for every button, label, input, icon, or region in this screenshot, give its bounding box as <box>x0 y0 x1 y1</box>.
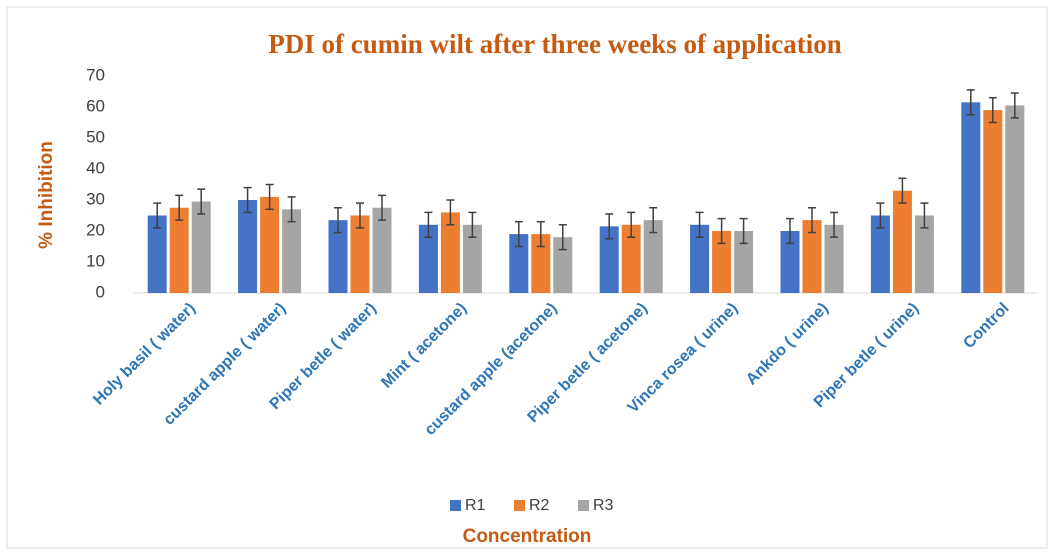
error-bar <box>265 183 274 211</box>
bar <box>328 220 348 293</box>
error-bar <box>356 202 364 229</box>
y-axis-title: % Inhibition <box>36 141 57 249</box>
bar <box>418 224 438 293</box>
y-tick-label: 30 <box>86 189 105 208</box>
error-bar <box>966 89 975 116</box>
y-tick-label: 70 <box>86 65 105 84</box>
bar <box>147 215 167 293</box>
bar <box>621 224 641 293</box>
bar <box>870 215 890 293</box>
bar <box>169 207 189 293</box>
error-bar <box>468 211 477 238</box>
bar <box>892 190 912 293</box>
bar <box>734 231 754 293</box>
legend-swatch <box>578 500 589 511</box>
error-bar <box>920 202 929 229</box>
error-bar <box>739 217 748 245</box>
bar <box>824 224 844 293</box>
bar <box>690 224 710 293</box>
error-bar <box>898 177 907 204</box>
error-bar <box>424 211 433 238</box>
bar <box>462 224 482 293</box>
bar <box>531 234 551 293</box>
error-bar <box>605 213 614 240</box>
y-tick-label: 40 <box>86 158 105 177</box>
error-bar <box>378 194 386 221</box>
legend-label: R2 <box>529 497 550 514</box>
error-bar <box>243 186 252 214</box>
y-tick-label: 20 <box>86 220 105 239</box>
error-bar <box>175 194 184 221</box>
bar <box>282 209 302 293</box>
bar <box>961 102 981 293</box>
bar <box>643 220 663 293</box>
legend-label: R1 <box>465 497 486 514</box>
bar <box>238 200 258 293</box>
bar <box>712 231 732 293</box>
error-bar <box>197 188 206 215</box>
y-tick-label: 50 <box>86 127 105 146</box>
error-bar <box>808 207 816 234</box>
bar <box>260 196 280 293</box>
error-bar <box>334 207 342 234</box>
bar <box>599 226 619 293</box>
bar <box>440 212 460 293</box>
bar <box>372 207 392 293</box>
error-bar <box>717 217 726 245</box>
error-bar <box>536 220 545 248</box>
bar <box>1005 105 1025 293</box>
bar <box>509 234 529 293</box>
chart-title: PDI of cumin wilt after three weeks of a… <box>268 29 841 59</box>
error-bar <box>287 196 296 223</box>
y-tick-label: 10 <box>86 251 105 270</box>
bar <box>780 231 800 293</box>
error-bar <box>695 211 704 238</box>
error-bar <box>830 211 838 238</box>
error-bar <box>514 220 523 248</box>
bar <box>914 215 934 293</box>
error-bar <box>627 211 636 238</box>
error-bar <box>153 202 162 229</box>
legend-swatch <box>450 500 461 511</box>
error-bar <box>1010 92 1019 119</box>
bar <box>802 220 822 293</box>
y-tick-label: 0 <box>96 282 105 301</box>
legend-swatch <box>514 500 525 511</box>
bar <box>553 237 573 293</box>
error-bar <box>649 207 658 234</box>
error-bar <box>988 96 997 124</box>
bar <box>350 215 370 293</box>
error-bar <box>786 217 794 245</box>
error-bar <box>446 199 455 226</box>
error-bar <box>876 202 885 229</box>
x-axis-title: Concentration <box>463 526 592 547</box>
bar <box>191 201 211 293</box>
bar <box>983 110 1003 293</box>
error-bar <box>558 224 567 251</box>
legend-label: R3 <box>593 497 614 514</box>
y-tick-label: 60 <box>86 96 105 115</box>
